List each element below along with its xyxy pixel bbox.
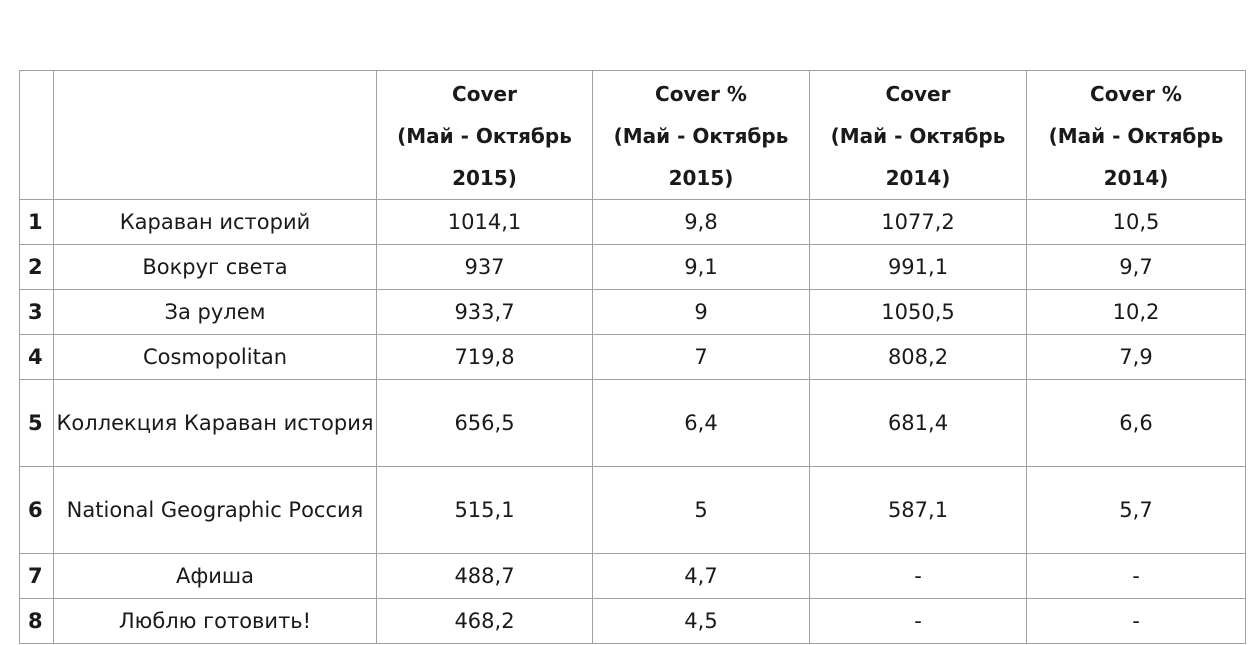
magazine-cover-table: Cover (Май - Октябрь 2015) Cover % (Май … bbox=[19, 70, 1246, 644]
header-line: Cover % bbox=[655, 82, 747, 106]
title-cell: За рулем bbox=[53, 289, 377, 335]
rank-cell: 4 bbox=[19, 334, 54, 380]
rank-cell: 1 bbox=[19, 199, 54, 245]
header-cover-pct-2014: Cover % (Май - Октябрь 2014) bbox=[1026, 70, 1246, 200]
cover-2015-cell: 515,1 bbox=[376, 466, 593, 554]
pct-2014-cell: - bbox=[1026, 598, 1246, 644]
header-line: 2014) bbox=[885, 166, 951, 190]
header-line: Cover % bbox=[1090, 82, 1182, 106]
cover-2014-cell: 808,2 bbox=[809, 334, 1027, 380]
table-row: 8 Люблю готовить! 468,2 4,5 - - bbox=[19, 598, 1246, 644]
pct-2015-cell: 9,8 bbox=[592, 199, 810, 245]
header-row: Cover (Май - Октябрь 2015) Cover % (Май … bbox=[19, 70, 1246, 200]
header-line: (Май - Октябрь bbox=[613, 124, 789, 148]
cover-2015-cell: 656,5 bbox=[376, 379, 593, 467]
header-cover-2015: Cover (Май - Октябрь 2015) bbox=[376, 70, 593, 200]
table-row: 4 Cosmopolitan 719,8 7 808,2 7,9 bbox=[19, 334, 1246, 380]
cover-2015-cell: 1014,1 bbox=[376, 199, 593, 245]
cover-2014-cell: 1050,5 bbox=[809, 289, 1027, 335]
title-cell: Коллекция Караван история bbox=[53, 379, 377, 467]
table-row: 6 National Geographic Россия 515,1 5 587… bbox=[19, 466, 1246, 554]
rank-cell: 3 bbox=[19, 289, 54, 335]
pct-2014-cell: 10,5 bbox=[1026, 199, 1246, 245]
pct-2014-cell: 9,7 bbox=[1026, 244, 1246, 290]
cover-2014-cell: 587,1 bbox=[809, 466, 1027, 554]
cover-2015-cell: 468,2 bbox=[376, 598, 593, 644]
title-cell: Караван историй bbox=[53, 199, 377, 245]
rank-cell: 8 bbox=[19, 598, 54, 644]
header-line: (Май - Октябрь bbox=[1048, 124, 1224, 148]
title-cell: National Geographic Россия bbox=[53, 466, 377, 554]
title-cell: Афиша bbox=[53, 553, 377, 599]
table-row: 1 Караван историй 1014,1 9,8 1077,2 10,5 bbox=[19, 199, 1246, 245]
pct-2015-cell: 9 bbox=[592, 289, 810, 335]
pct-2015-cell: 5 bbox=[592, 466, 810, 554]
pct-2015-cell: 7 bbox=[592, 334, 810, 380]
header-line: (Май - Октябрь bbox=[830, 124, 1006, 148]
cover-2014-cell: 991,1 bbox=[809, 244, 1027, 290]
pct-2014-cell: 5,7 bbox=[1026, 466, 1246, 554]
table-row: 3 За рулем 933,7 9 1050,5 10,2 bbox=[19, 289, 1246, 335]
pct-2015-cell: 4,7 bbox=[592, 553, 810, 599]
cover-2015-cell: 719,8 bbox=[376, 334, 593, 380]
header-line: (Май - Октябрь bbox=[397, 124, 572, 148]
pct-2015-cell: 9,1 bbox=[592, 244, 810, 290]
header-line: 2014) bbox=[1103, 166, 1169, 190]
title-cell: Cosmopolitan bbox=[53, 334, 377, 380]
rank-cell: 5 bbox=[19, 379, 54, 467]
header-line: 2015) bbox=[452, 166, 517, 190]
cover-2014-cell: 1077,2 bbox=[809, 199, 1027, 245]
title-cell: Вокруг света bbox=[53, 244, 377, 290]
pct-2014-cell: 10,2 bbox=[1026, 289, 1246, 335]
pct-2015-cell: 4,5 bbox=[592, 598, 810, 644]
table-row: 2 Вокруг света 937 9,1 991,1 9,7 bbox=[19, 244, 1246, 290]
header-cover-pct-2015: Cover % (Май - Октябрь 2015) bbox=[592, 70, 810, 200]
rank-cell: 6 bbox=[19, 466, 54, 554]
cover-2015-cell: 937 bbox=[376, 244, 593, 290]
table-row: 5 Коллекция Караван история 656,5 6,4 68… bbox=[19, 379, 1246, 467]
table-container: Cover (Май - Октябрь 2015) Cover % (Май … bbox=[19, 70, 1246, 644]
cover-2015-cell: 488,7 bbox=[376, 553, 593, 599]
header-line: 2015) bbox=[668, 166, 734, 190]
cover-2014-cell: 681,4 bbox=[809, 379, 1027, 467]
cover-2015-cell: 933,7 bbox=[376, 289, 593, 335]
rank-cell: 7 bbox=[19, 553, 54, 599]
header-rank bbox=[19, 70, 54, 200]
title-cell: Люблю готовить! bbox=[53, 598, 377, 644]
pct-2014-cell: 7,9 bbox=[1026, 334, 1246, 380]
header-cover-2014: Cover (Май - Октябрь 2014) bbox=[809, 70, 1027, 200]
pct-2015-cell: 6,4 bbox=[592, 379, 810, 467]
cover-2014-cell: - bbox=[809, 553, 1027, 599]
rank-cell: 2 bbox=[19, 244, 54, 290]
header-line: Cover bbox=[885, 82, 951, 106]
header-title bbox=[53, 70, 377, 200]
cover-2014-cell: - bbox=[809, 598, 1027, 644]
table-row: 7 Афиша 488,7 4,7 - - bbox=[19, 553, 1246, 599]
pct-2014-cell: - bbox=[1026, 553, 1246, 599]
header-line: Cover bbox=[452, 82, 517, 106]
pct-2014-cell: 6,6 bbox=[1026, 379, 1246, 467]
